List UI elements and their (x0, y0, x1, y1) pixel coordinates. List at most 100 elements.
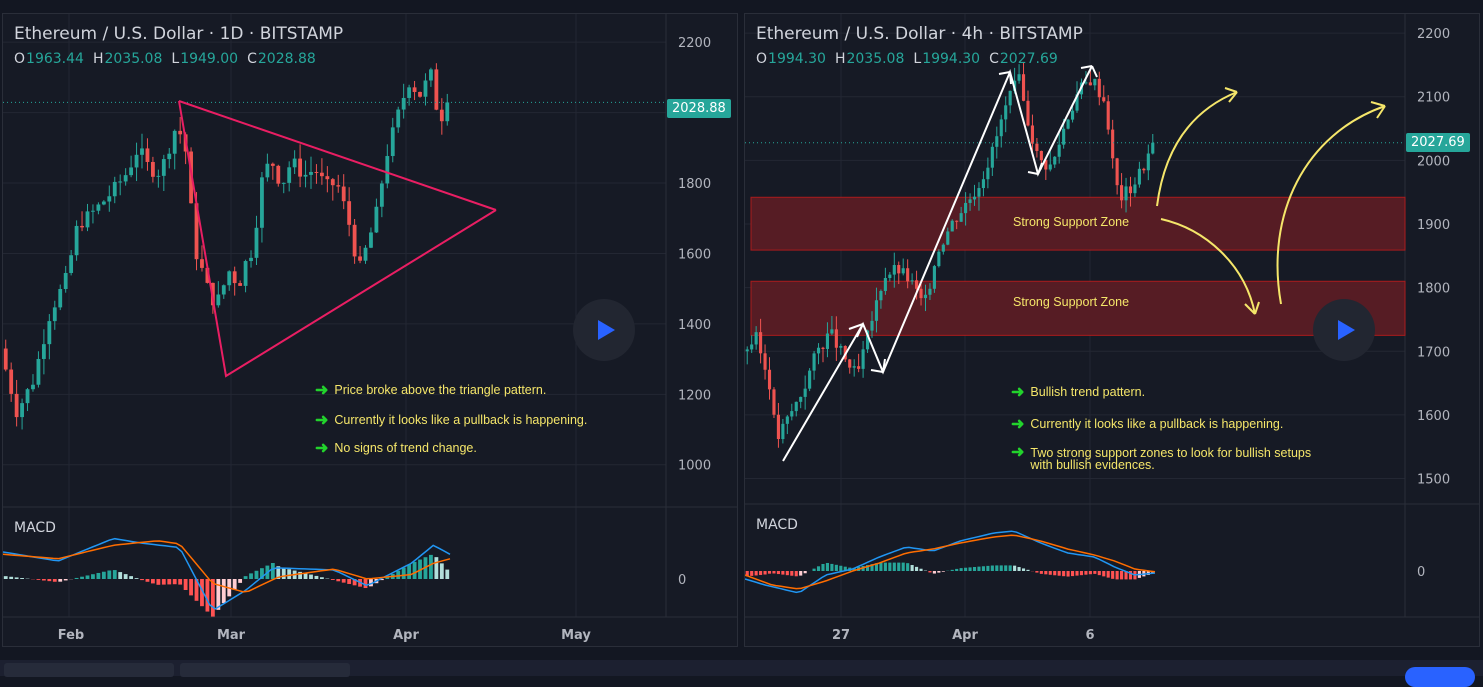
bottom-action-button[interactable] (1405, 667, 1475, 687)
macd-histogram-bar (1022, 568, 1025, 571)
macd-histogram-bar (835, 565, 838, 571)
macd-histogram-bar (162, 579, 166, 585)
note-arrow-icon: ➜ (1011, 384, 1024, 401)
macd-histogram-bar (140, 579, 144, 580)
candle-body (919, 289, 922, 298)
macd-zero-label: 0 (678, 573, 686, 588)
macd-histogram-bar (911, 565, 914, 571)
candle-body (233, 271, 237, 283)
macd-histogram-bar (113, 570, 117, 579)
candle-body (986, 168, 989, 180)
candle-body (369, 232, 373, 247)
candle-body (249, 258, 253, 261)
candle-body (80, 226, 84, 227)
arrow-head (1371, 102, 1385, 106)
macd-histogram-bar (933, 571, 936, 574)
macd-histogram-bar (86, 575, 90, 579)
macd-histogram-bar (1089, 571, 1092, 574)
note-arrow-icon: ➜ (315, 412, 328, 429)
macd-histogram-bar (1058, 571, 1061, 576)
macd-histogram-bar (347, 579, 351, 584)
bottom-tab[interactable] (4, 663, 174, 677)
candle-body (135, 155, 139, 168)
candle-body (853, 366, 856, 367)
bottom-tab[interactable] (180, 663, 350, 677)
macd-histogram-bar (413, 562, 417, 579)
candle-body (964, 203, 967, 213)
macd-histogram-bar (1075, 571, 1078, 576)
candle-body (118, 181, 122, 182)
candle-body (1093, 79, 1096, 85)
play-icon[interactable] (573, 299, 635, 361)
macd-histogram-bar (1107, 571, 1110, 578)
macd-histogram-bar (1013, 566, 1016, 571)
macd-histogram-bar (58, 579, 62, 582)
macd-histogram-bar (336, 579, 340, 581)
candle-body (1018, 74, 1021, 80)
candle-body (768, 370, 771, 390)
y-tick-label: 2200 (678, 36, 711, 51)
macd-label: MACD (14, 520, 56, 536)
macd-histogram-bar (146, 579, 150, 582)
macd-histogram-bar (817, 566, 820, 571)
candle-body (1129, 186, 1132, 193)
macd-histogram-bar (973, 567, 976, 571)
candle-body (37, 359, 41, 385)
chart-panel-daily: 1000120014001600180020002200FebMarAprMay… (2, 13, 738, 647)
candle-body (91, 211, 95, 212)
y-tick-label: 1600 (1417, 409, 1450, 424)
macd-histogram-bar (47, 579, 51, 581)
macd-histogram-bar (1044, 571, 1047, 574)
candle-body (746, 349, 749, 351)
candle-body (353, 225, 357, 257)
macd-histogram-bar (167, 579, 171, 584)
low-value: 1994.30 (922, 51, 980, 67)
macd-histogram-bar (893, 563, 896, 571)
candle-body (973, 197, 976, 200)
candle-body (47, 321, 51, 344)
macd-histogram-bar (304, 573, 308, 579)
candle-body (342, 187, 346, 202)
macd-histogram-bar (1116, 571, 1119, 579)
macd-histogram-bar (790, 571, 793, 576)
macd-histogram-bar (1102, 571, 1105, 576)
y-tick-label: 2100 (1417, 91, 1450, 106)
note-1: ➜Price broke above the triangle pattern. (315, 384, 546, 397)
macd-histogram-bar (1004, 565, 1007, 571)
macd-histogram-bar (977, 567, 980, 571)
candle-body (69, 255, 73, 273)
macd-line (745, 531, 1155, 592)
macd-histogram-bar (107, 570, 111, 579)
x-tick-label: Mar (217, 628, 246, 643)
play-icon[interactable] (1313, 299, 1375, 361)
candle-body (1053, 157, 1056, 165)
candle-body (1142, 169, 1145, 170)
candle-body (960, 213, 963, 222)
macd-histogram-bar (1084, 571, 1087, 575)
candle-body (1124, 186, 1127, 200)
candle-body (129, 167, 133, 175)
candle-body (1067, 120, 1070, 129)
candle-body (20, 403, 24, 417)
candle-body (320, 173, 324, 176)
candle-body (1089, 82, 1092, 85)
candle-body (86, 211, 90, 227)
candle-body (795, 402, 798, 411)
macd-histogram-bar (1120, 571, 1123, 579)
macd-histogram-bar (955, 569, 958, 571)
macd-histogram-bar (184, 579, 188, 590)
candle-body (933, 266, 936, 289)
candle-body (1111, 130, 1114, 159)
macd-histogram-bar (91, 574, 95, 579)
macd-histogram-bar (189, 579, 193, 595)
y-tick-label: 2000 (1417, 154, 1450, 169)
macd-histogram-bar (255, 571, 259, 579)
macd-histogram-bar (830, 564, 833, 571)
macd-histogram-bar (282, 568, 286, 579)
candle-body (216, 294, 220, 305)
note-1: ➜Bullish trend pattern. (1011, 386, 1145, 399)
candle-body (227, 271, 231, 285)
candle-body (1040, 151, 1043, 160)
